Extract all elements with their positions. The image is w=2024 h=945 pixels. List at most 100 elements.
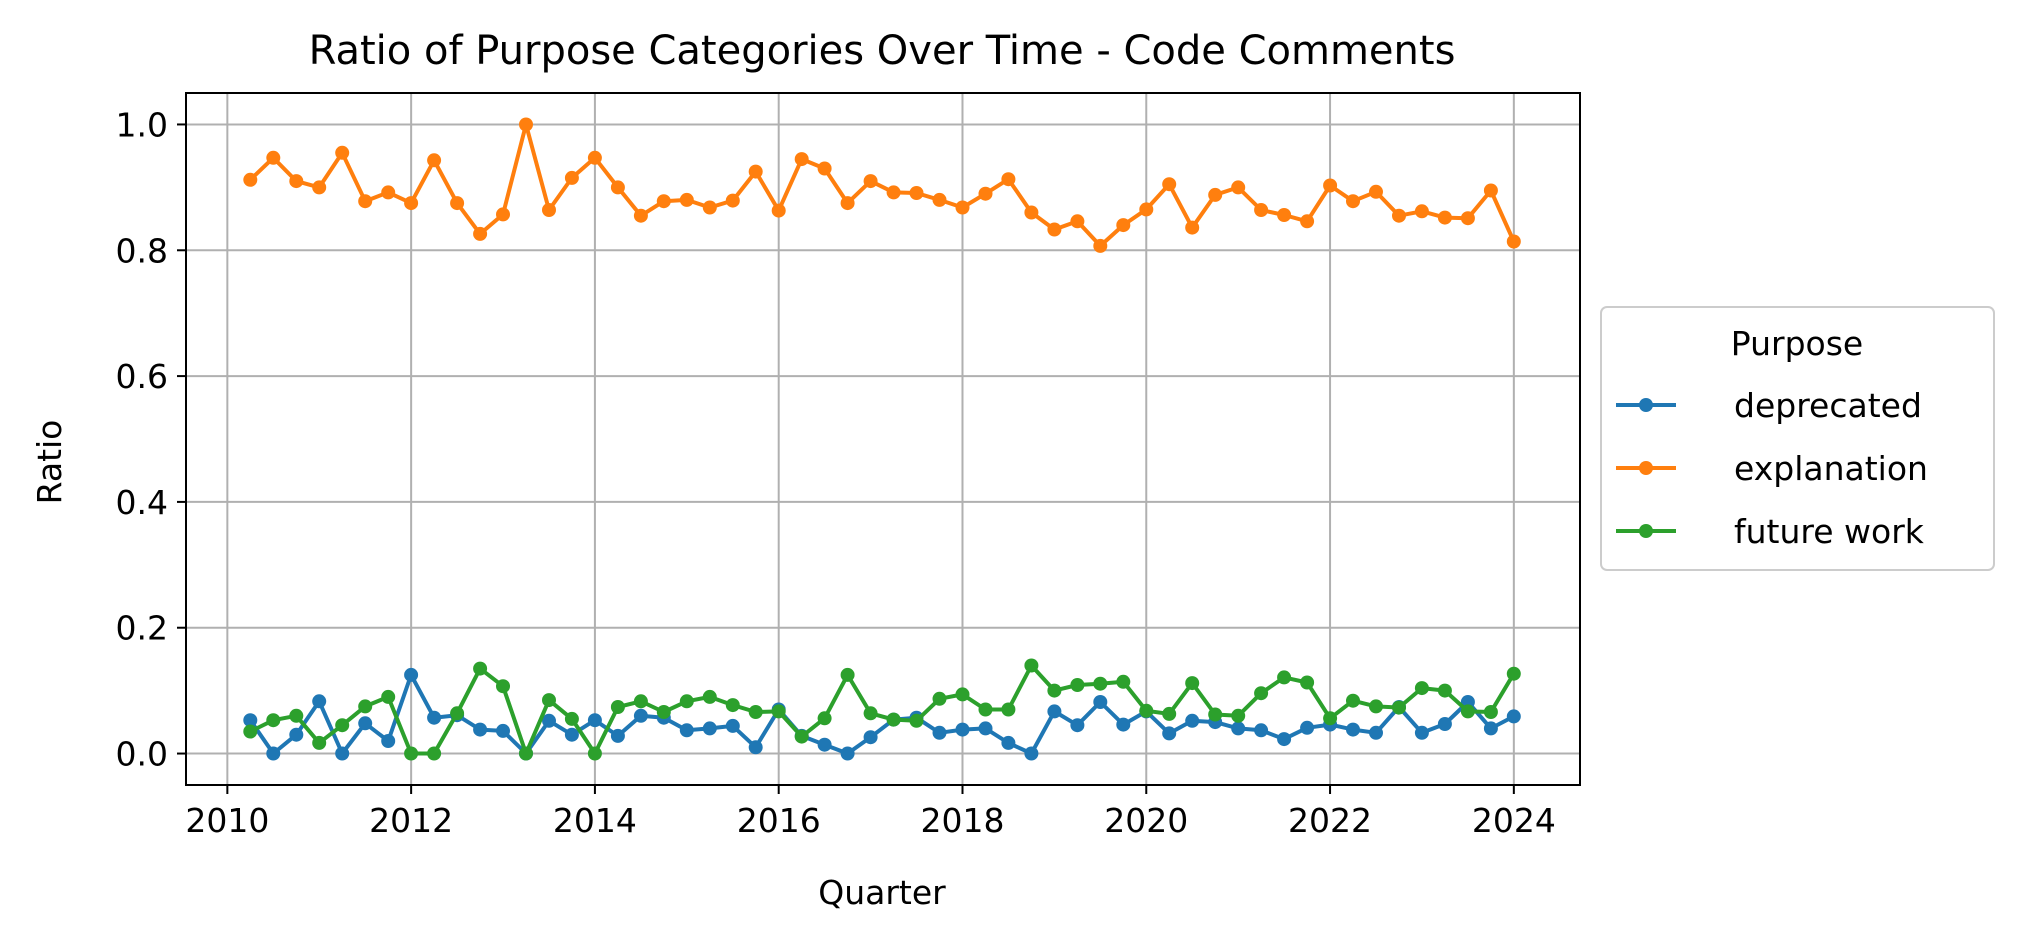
data-point [978, 702, 993, 717]
data-point [794, 152, 809, 167]
data-point [496, 207, 510, 222]
data-point [748, 740, 763, 755]
data-point [1047, 683, 1062, 698]
data-point [427, 746, 442, 761]
data-point [1506, 234, 1521, 249]
data-point [1254, 723, 1269, 738]
data-point [1047, 222, 1062, 237]
data-point [1001, 735, 1016, 750]
legend-label: future work [1734, 512, 1925, 551]
data-point [1414, 204, 1429, 219]
data-point [1093, 695, 1108, 709]
legend-marker [1639, 524, 1653, 538]
data-point [404, 667, 419, 682]
data-point [289, 174, 304, 189]
legend-label: explanation [1734, 449, 1928, 488]
data-point [312, 180, 327, 195]
data-point [1024, 746, 1039, 761]
data-point [1483, 705, 1498, 719]
data-point [335, 746, 350, 761]
data-point [863, 174, 878, 189]
y-tick-label: 0.0 [116, 735, 168, 774]
data-point [1437, 717, 1452, 731]
data-point [564, 727, 579, 742]
data-point [404, 746, 419, 761]
data-point [1162, 177, 1177, 192]
data-point [1483, 721, 1498, 736]
data-point [794, 729, 809, 744]
data-point [1277, 208, 1292, 222]
y-tick-label: 0.4 [116, 483, 168, 522]
data-point [1254, 203, 1269, 217]
data-point [610, 728, 625, 743]
y-axis: 0.0 0.2 0.4 0.6 0.8 1.0 [116, 105, 186, 774]
data-point [289, 708, 304, 723]
data-point [840, 746, 855, 761]
data-point [955, 687, 970, 702]
data-point [610, 700, 625, 714]
data-point [978, 186, 993, 201]
data-point [1162, 726, 1177, 741]
data-point [1139, 202, 1154, 217]
legend: Purpose deprecated explanation future work [1600, 306, 1995, 571]
data-point [1185, 713, 1200, 728]
data-point [496, 679, 510, 694]
data-point [1231, 708, 1246, 723]
data-point [955, 200, 970, 215]
data-point [519, 746, 533, 761]
data-point [266, 746, 281, 761]
data-point [381, 689, 396, 704]
data-point [978, 721, 993, 736]
data-point [427, 153, 442, 168]
data-point [1024, 658, 1039, 673]
y-tick-label: 0.6 [116, 357, 168, 396]
data-point [1346, 693, 1360, 708]
data-point [1070, 718, 1085, 733]
data-point [1414, 725, 1429, 740]
data-point [1483, 183, 1498, 198]
data-point [725, 193, 740, 208]
x-tick-label: 2010 [185, 801, 269, 840]
data-point [358, 194, 373, 209]
data-point [1460, 704, 1475, 719]
data-point [656, 705, 671, 719]
data-point [909, 713, 924, 728]
data-point [1093, 238, 1108, 253]
data-point [1369, 699, 1383, 714]
data-point [748, 705, 763, 719]
data-point [1369, 184, 1383, 199]
data-point [1185, 676, 1200, 691]
data-point [1093, 676, 1108, 691]
data-point [1460, 211, 1475, 226]
data-point [932, 691, 947, 706]
data-point [656, 194, 671, 209]
data-point [243, 713, 258, 728]
data-point [1116, 218, 1131, 233]
y-tick-label: 0.8 [116, 231, 168, 270]
x-tick-label: 2014 [553, 801, 637, 840]
data-point [1437, 210, 1452, 225]
data-point [312, 694, 327, 709]
data-point [771, 704, 786, 719]
data-point [381, 734, 396, 748]
data-point [932, 725, 947, 740]
data-point [1392, 700, 1406, 715]
x-tick-label: 2018 [920, 801, 1004, 840]
legend-item-future-work: future work [1616, 512, 1925, 551]
data-point [587, 746, 602, 761]
data-point [1369, 725, 1383, 740]
data-point [564, 170, 579, 185]
data-point [1300, 720, 1315, 735]
data-point [1506, 666, 1521, 681]
data-point [863, 706, 878, 721]
data-point [1139, 703, 1154, 718]
data-point [1346, 722, 1360, 737]
x-tick-label: 2022 [1288, 801, 1372, 840]
data-point [702, 200, 717, 215]
data-point [266, 713, 281, 728]
data-point [702, 721, 717, 736]
data-point [633, 694, 648, 709]
data-point [312, 735, 327, 750]
data-point [1208, 187, 1223, 202]
data-point [450, 196, 465, 211]
